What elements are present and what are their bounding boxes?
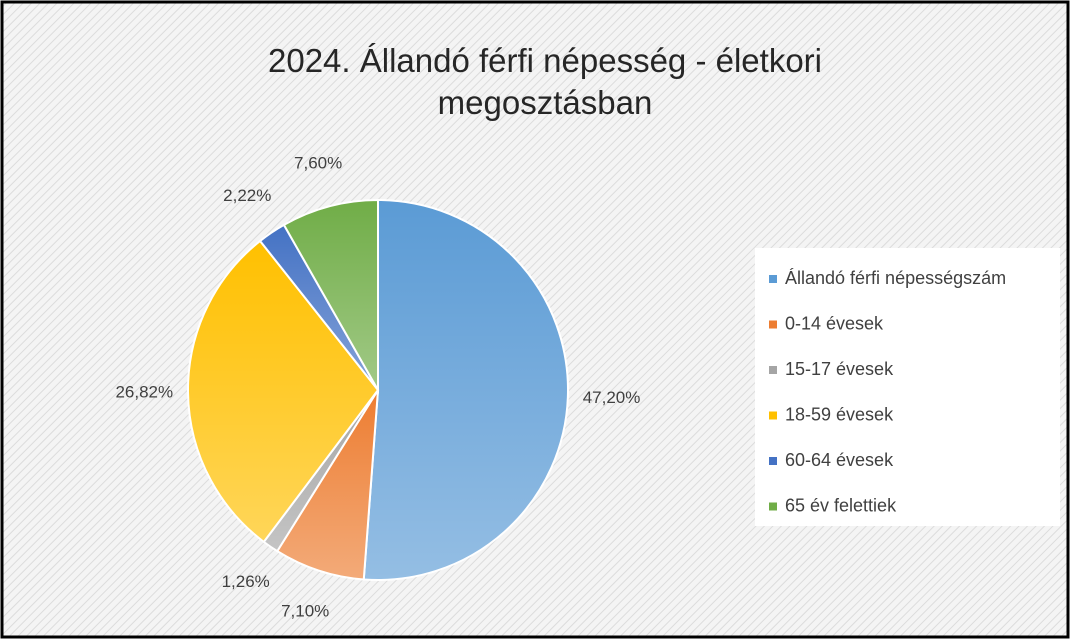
chart-title: 2024. Állandó férfi népesség - életkori … <box>267 42 822 121</box>
data-label: 26,82% <box>115 382 173 401</box>
legend-swatch <box>769 502 777 511</box>
legend-label: Állandó férfi népességszám <box>785 268 1006 288</box>
data-label: 47,20% <box>583 388 641 407</box>
legend-swatch <box>769 275 777 283</box>
legend-swatch <box>769 366 777 374</box>
legend-swatch <box>769 411 777 420</box>
legend-box <box>755 248 1060 526</box>
data-label: 7,10% <box>281 602 329 621</box>
data-label: 2,22% <box>223 186 271 205</box>
legend-label: 15-17 évesek <box>785 359 894 379</box>
legend-label: 18-59 évesek <box>785 404 894 424</box>
data-label: 1,26% <box>222 572 270 591</box>
legend: Állandó férfi népességszám 0-14 évesek 15-… <box>769 268 1006 515</box>
data-label: 7,60% <box>294 154 342 173</box>
legend-swatch <box>769 457 777 465</box>
legend-label: 0-14 évesek <box>785 313 884 333</box>
legend-label: 60-64 évesek <box>785 450 894 470</box>
legend-swatch <box>769 320 777 329</box>
legend-label: 65 év felettiek <box>785 495 897 515</box>
